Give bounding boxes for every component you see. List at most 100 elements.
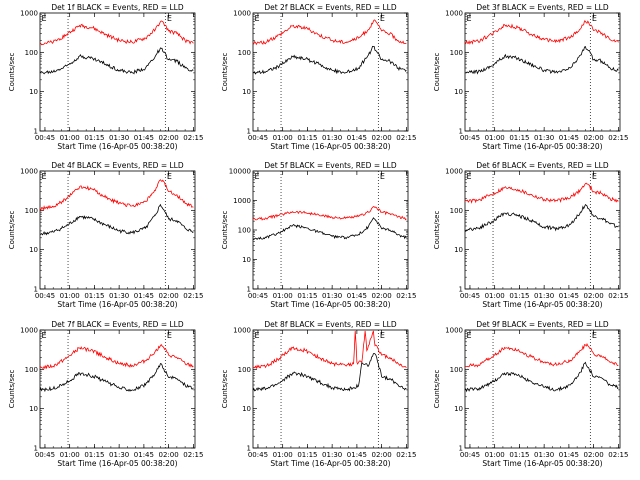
x-tick-label: 00:45 bbox=[460, 134, 480, 142]
x-tick-label: 02:15 bbox=[183, 292, 203, 300]
y-tick-label: 100 bbox=[25, 366, 38, 374]
x-tick-label: 01:30 bbox=[322, 134, 342, 142]
y-tick-label: 10 bbox=[454, 405, 463, 413]
y-tick-label: 1 bbox=[34, 286, 38, 294]
x-tick-label: 01:15 bbox=[297, 134, 317, 142]
y-tick-label: 100 bbox=[450, 366, 463, 374]
plot-frame bbox=[464, 12, 621, 132]
x-tick-label: 02:00 bbox=[584, 134, 604, 142]
series-line-lld bbox=[39, 343, 194, 370]
y-tick-label: 10 bbox=[242, 256, 251, 264]
chart-panel-3: Det 3f BLACK = Events, RED = LLD E E 1 10 100… bbox=[433, 3, 628, 151]
x-tick-label: 01:15 bbox=[509, 134, 529, 142]
chart-panel-7: Det 7f BLACK = Events, RED = LLD E E 1 10 100… bbox=[8, 320, 203, 468]
flag-label: E bbox=[167, 172, 172, 181]
x-tick-label: 01:00 bbox=[273, 292, 293, 300]
flag-label: E bbox=[380, 331, 385, 340]
x-tick-label: 00:45 bbox=[35, 292, 55, 300]
series-line-lld bbox=[464, 20, 619, 45]
series-line-lld bbox=[464, 182, 619, 204]
y-tick-label: 1 bbox=[34, 445, 38, 453]
series-line-lld bbox=[252, 206, 407, 221]
x-tick-label: 01:15 bbox=[84, 292, 104, 300]
x-tick-label: 01:45 bbox=[559, 134, 579, 142]
y-tick-label: 100 bbox=[238, 366, 251, 374]
y-axis-title: Counts/sec bbox=[221, 370, 229, 409]
x-tick-label: 01:15 bbox=[509, 292, 529, 300]
x-tick-label: 01:30 bbox=[322, 451, 342, 459]
panel-title: Det 8f BLACK = Events, RED = LLD bbox=[264, 320, 397, 329]
flag-label: E bbox=[42, 14, 47, 23]
x-tick-label: 01:30 bbox=[109, 134, 129, 142]
series-line-events bbox=[464, 203, 619, 232]
x-axis-title: Start Time (16-Apr-05 00:38:20) bbox=[270, 459, 390, 468]
x-tick-label: 02:15 bbox=[608, 134, 628, 142]
y-tick-label: 10 bbox=[29, 405, 38, 413]
series-line-events bbox=[252, 45, 407, 75]
x-axis-title: Start Time (16-Apr-05 00:38:20) bbox=[57, 142, 177, 151]
chart-panel-8: Det 8f BLACK = Events, RED = LLD E E 1 10 100… bbox=[221, 320, 416, 468]
x-tick-label: 01:45 bbox=[134, 451, 154, 459]
flag-label: E bbox=[467, 172, 472, 181]
y-tick-label: 1000 bbox=[445, 327, 463, 335]
x-tick-label: 01:45 bbox=[347, 292, 367, 300]
x-tick-label: 01:00 bbox=[485, 134, 505, 142]
series-line-lld bbox=[252, 19, 407, 46]
panel-title: Det 6f BLACK = Events, RED = LLD bbox=[476, 161, 609, 170]
y-tick-label: 100 bbox=[238, 227, 251, 235]
series-line-lld bbox=[464, 342, 619, 368]
x-tick-label: 01:00 bbox=[60, 134, 80, 142]
y-tick-label: 10 bbox=[454, 88, 463, 96]
y-tick-label: 1000 bbox=[445, 10, 463, 18]
x-tick-label: 01:45 bbox=[347, 451, 367, 459]
y-tick-label: 100 bbox=[25, 207, 38, 215]
y-tick-label: 1 bbox=[459, 128, 463, 136]
x-tick-label: 00:45 bbox=[460, 451, 480, 459]
x-tick-label: 01:00 bbox=[485, 292, 505, 300]
x-axis-title: Start Time (16-Apr-05 00:38:20) bbox=[482, 142, 602, 151]
y-axis-title: Counts/sec bbox=[8, 211, 16, 250]
x-tick-label: 02:15 bbox=[183, 134, 203, 142]
y-tick-label: 1 bbox=[459, 445, 463, 453]
series-line-events bbox=[252, 217, 407, 241]
panel-title: Det 1f BLACK = Events, RED = LLD bbox=[51, 3, 184, 12]
x-axis-title: Start Time (16-Apr-05 00:38:20) bbox=[270, 300, 390, 309]
series-line-events bbox=[39, 203, 194, 236]
x-tick-label: 01:15 bbox=[84, 451, 104, 459]
chart-panel-2: Det 2f BLACK = Events, RED = LLD E E 1 10 100… bbox=[221, 3, 416, 151]
x-tick-label: 02:15 bbox=[608, 292, 628, 300]
y-tick-label: 1000 bbox=[20, 327, 38, 335]
y-axis-title: Counts/sec bbox=[433, 370, 441, 409]
x-tick-label: 02:15 bbox=[396, 451, 416, 459]
x-tick-label: 01:00 bbox=[60, 292, 80, 300]
y-tick-label: 1000 bbox=[233, 197, 251, 205]
panel-title: Det 9f BLACK = Events, RED = LLD bbox=[476, 320, 609, 329]
series-line-lld bbox=[39, 179, 194, 212]
x-tick-label: 02:15 bbox=[608, 451, 628, 459]
y-tick-label: 1 bbox=[247, 286, 251, 294]
series-line-events bbox=[252, 352, 407, 392]
series-line-events bbox=[464, 361, 619, 393]
flag-label: E bbox=[592, 331, 597, 340]
series-line-events bbox=[39, 47, 194, 75]
x-tick-label: 01:30 bbox=[109, 451, 129, 459]
plot-frame bbox=[252, 170, 409, 290]
y-axis-title: Counts/sec bbox=[433, 53, 441, 92]
plot-frame bbox=[464, 170, 621, 290]
y-tick-label: 1000 bbox=[233, 10, 251, 18]
x-tick-label: 01:45 bbox=[134, 134, 154, 142]
x-tick-label: 01:30 bbox=[322, 292, 342, 300]
flag-label: E bbox=[592, 14, 597, 23]
y-tick-label: 100 bbox=[450, 49, 463, 57]
x-tick-label: 02:15 bbox=[396, 292, 416, 300]
x-tick-label: 01:00 bbox=[273, 451, 293, 459]
x-tick-label: 01:45 bbox=[134, 292, 154, 300]
x-tick-label: 02:00 bbox=[372, 451, 392, 459]
x-tick-label: 01:15 bbox=[297, 292, 317, 300]
flag-label: E bbox=[167, 14, 172, 23]
y-tick-label: 1 bbox=[459, 286, 463, 294]
chart-panel-4: Det 4f BLACK = Events, RED = LLD E E 1 10 100… bbox=[8, 161, 203, 309]
flag-label: E bbox=[592, 172, 597, 181]
y-tick-label: 100 bbox=[450, 207, 463, 215]
series-line-lld bbox=[39, 20, 194, 46]
